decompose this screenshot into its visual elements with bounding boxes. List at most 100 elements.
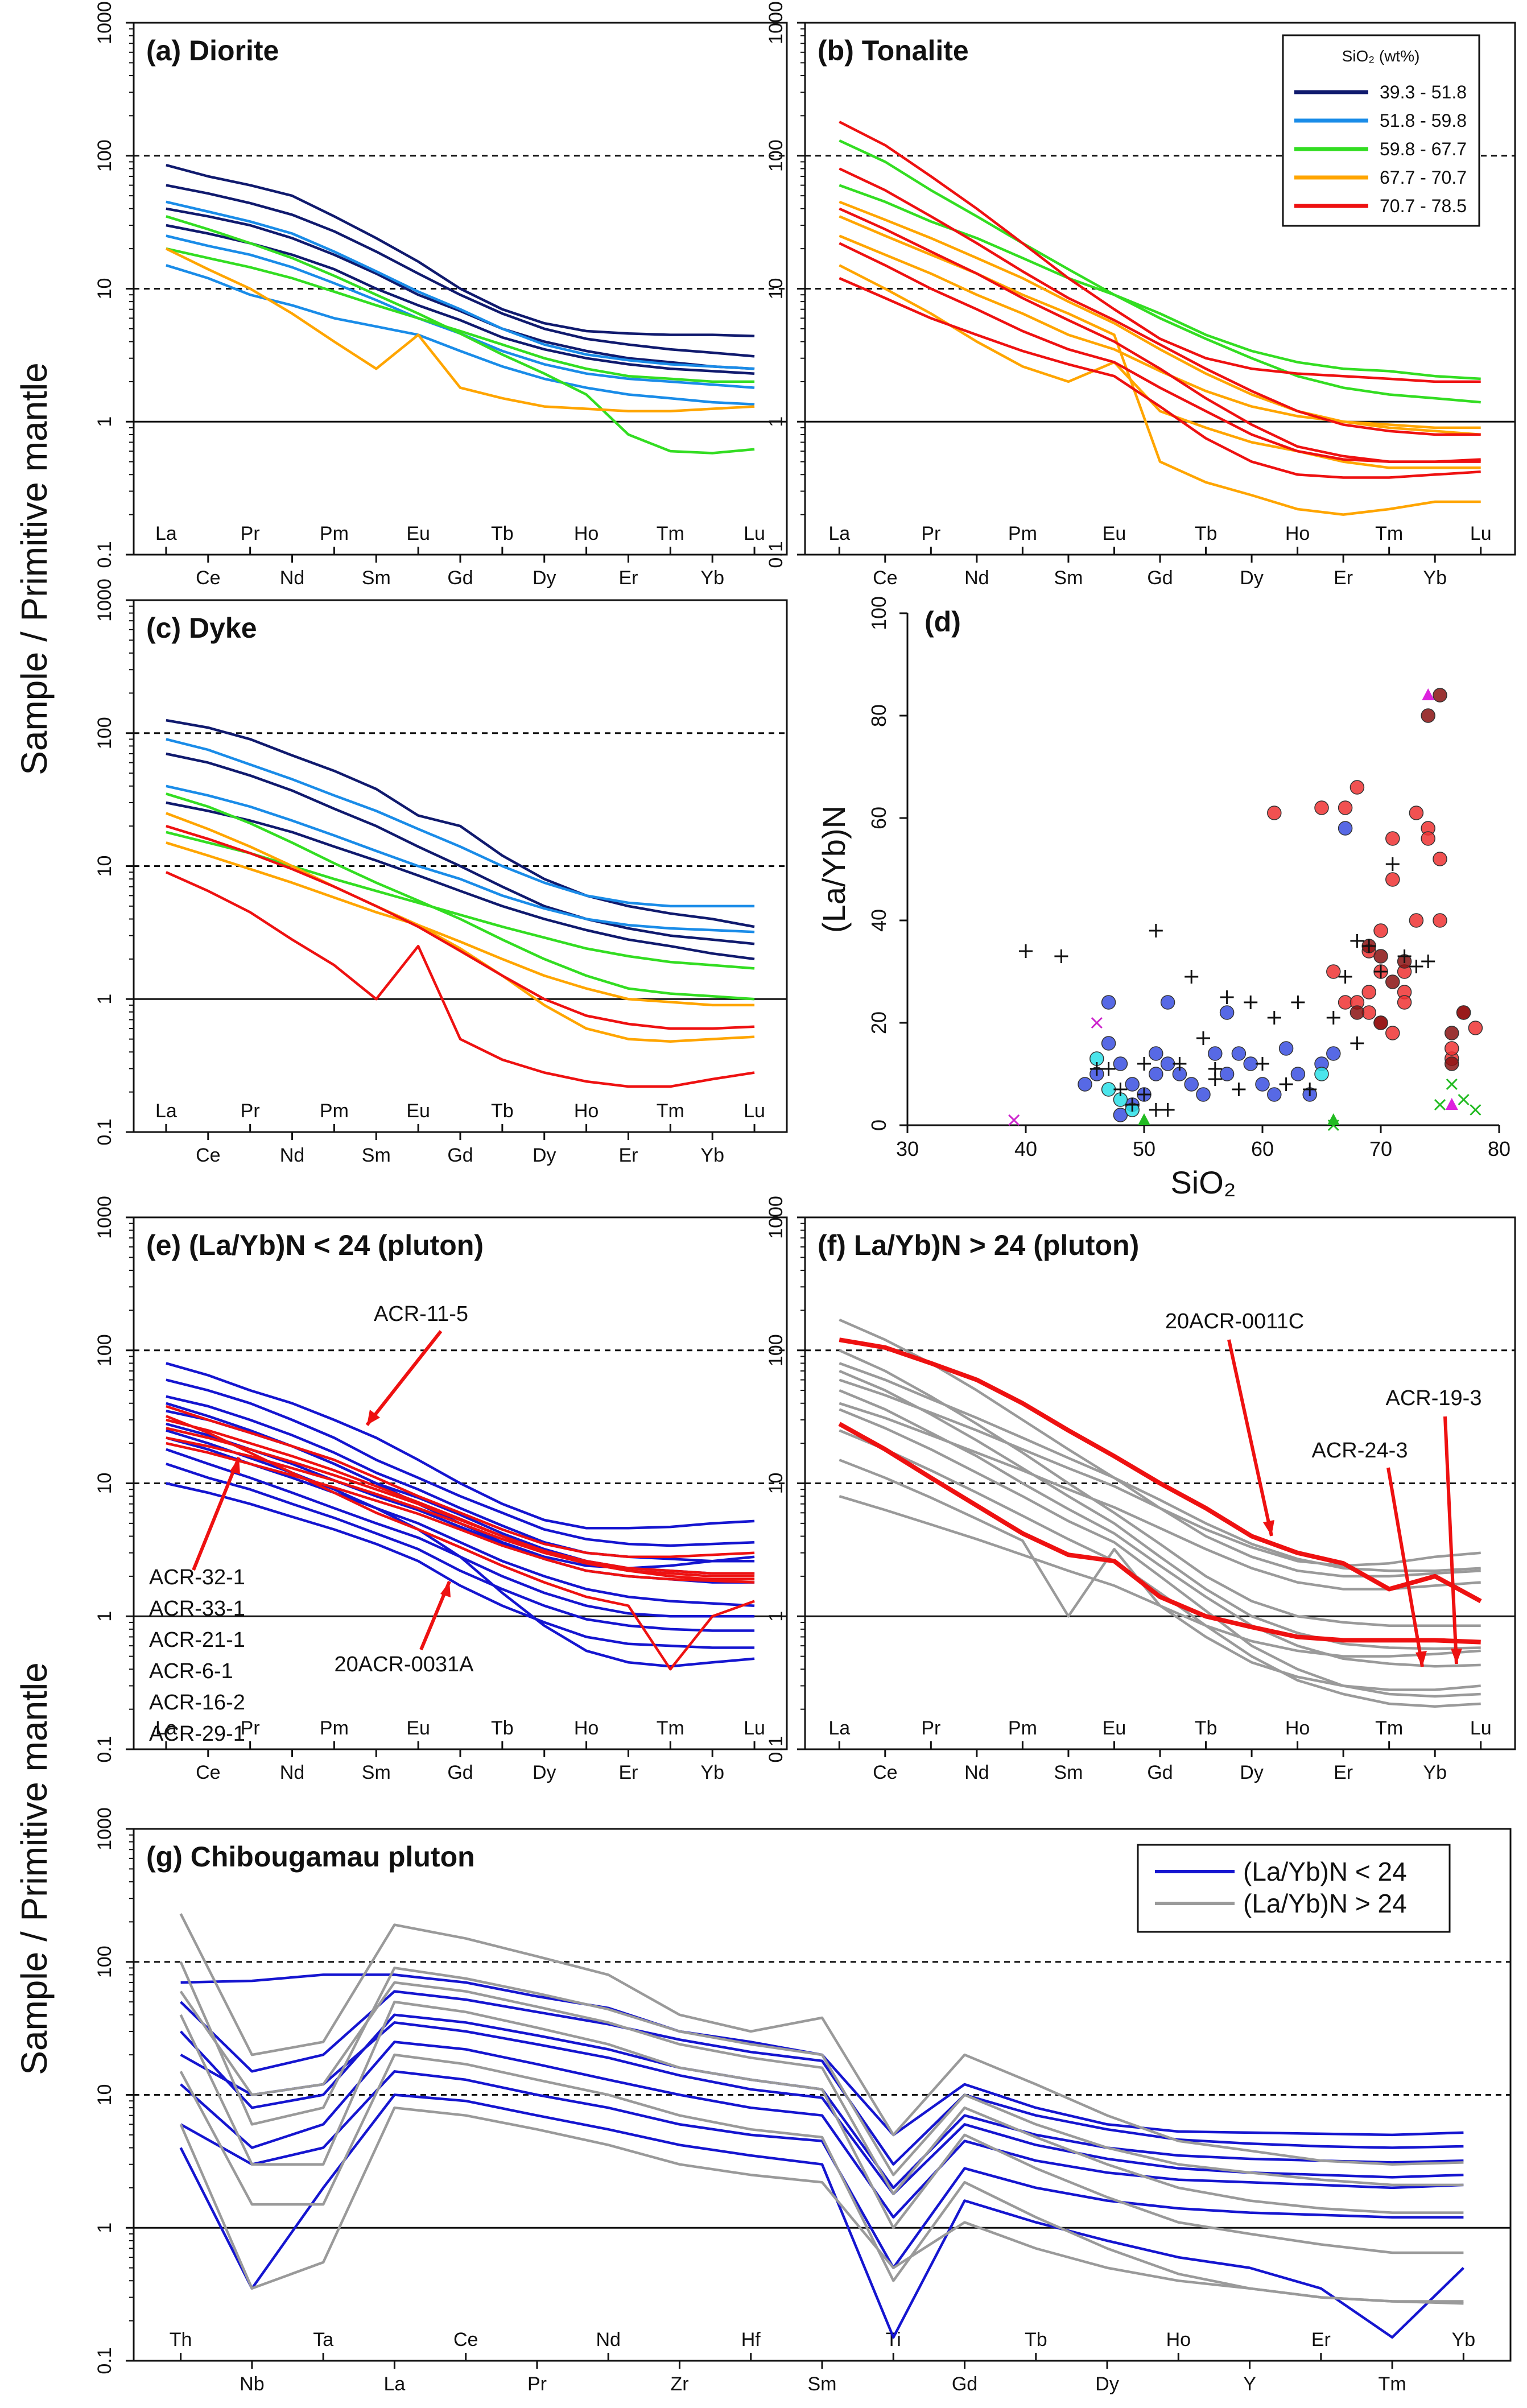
series-line-g — [179, 2093, 1464, 2339]
data-point — [1385, 831, 1400, 846]
x-axis-label-d: SiO₂ — [1170, 1164, 1236, 1200]
data-point — [1409, 960, 1423, 973]
data-point — [1125, 1077, 1140, 1092]
data-point — [1232, 1083, 1246, 1096]
series-group-g — [179, 1913, 1464, 2339]
x-tick-label-g: Th — [170, 2329, 192, 2351]
x-tick-label-b: Er — [1334, 567, 1353, 589]
x-tick-label-g: Ce — [453, 2329, 478, 2351]
data-point — [1373, 1015, 1388, 1030]
y-tick-label-e: 10 — [94, 1473, 115, 1494]
x-tick-label-g: Ta — [313, 2329, 333, 2351]
annotation-arrowhead — [1263, 1520, 1274, 1536]
data-point — [1054, 949, 1068, 963]
x-tick-label-f: Er — [1334, 1762, 1353, 1783]
x-tick-label-f: Lu — [1470, 1717, 1492, 1739]
series-line-c — [166, 752, 755, 945]
legend-label: 51.8 - 59.8 — [1380, 110, 1467, 131]
data-point — [1149, 1046, 1163, 1061]
y-tick-label-f: 0.1 — [765, 1736, 787, 1762]
series-line-g — [180, 2041, 1464, 2219]
panel-f-pluton-high: 0.1 1 10 100 1000 La Ce Pr Nd Pm Sm Eu Gd Tb Dy Ho Er Tm Y… — [765, 1196, 1516, 1783]
data-point — [1326, 964, 1341, 979]
series-line-b — [839, 234, 1481, 429]
data-point — [1327, 1113, 1340, 1125]
data-point — [1470, 1104, 1481, 1116]
data-point — [1350, 934, 1364, 948]
x-tick-label-f: Dy — [1240, 1762, 1264, 1783]
data-point — [1446, 1078, 1458, 1091]
series-line-b — [839, 184, 1481, 381]
data-point — [1219, 1067, 1235, 1081]
x-tick-label-e: Gd — [447, 1762, 473, 1783]
panel-c-dyke: 0.1 1 10 100 1000 La Ce Pr Nd Pm Sm Eu Gd Tb Dy Ho Er Tm Y… — [94, 579, 788, 1166]
series-line-g — [179, 1961, 1464, 2187]
data-point — [1291, 996, 1305, 1009]
y-tick-label-d: 20 — [867, 1011, 890, 1034]
data-point — [1185, 970, 1199, 984]
data-point — [1362, 939, 1376, 953]
legend-sio2-title: SiO₂ (wt%) — [1342, 47, 1420, 65]
legend-label: 39.3 - 51.8 — [1380, 82, 1467, 102]
data-point — [1078, 1077, 1092, 1092]
x-tick-label-d: 80 — [1488, 1137, 1511, 1160]
x-tick-label-c: Sm — [362, 1145, 391, 1166]
data-point — [1434, 1098, 1446, 1111]
annotation-sample-label: ACR-33-1 — [149, 1597, 245, 1621]
annotation-sample-label: ACR-16-2 — [149, 1691, 245, 1715]
data-point — [1468, 1021, 1483, 1035]
series-line-f — [839, 1337, 1482, 1604]
y-tick-label-e: 1000 — [94, 1196, 115, 1239]
x-tick-label-e: Sm — [362, 1762, 391, 1783]
x-tick-label-c: Pm — [320, 1100, 349, 1122]
x-tick-label-c: Tb — [491, 1100, 514, 1122]
data-point — [1101, 1082, 1116, 1097]
x-tick-label-c: Lu — [744, 1100, 765, 1122]
x-tick-label-g: Hf — [741, 2329, 761, 2351]
x-tick-label-e: Tb — [491, 1717, 514, 1739]
x-tick-label-b: Pm — [1008, 523, 1037, 544]
x-tick-label-d: 40 — [1014, 1137, 1037, 1160]
series-line-b — [839, 167, 1481, 436]
x-tick-label-c: Dy — [533, 1145, 556, 1166]
y-tick-label-e: 1 — [94, 1611, 115, 1622]
x-tick-label-b: Ce — [873, 567, 897, 589]
x-tick-label-e: Yb — [700, 1762, 724, 1783]
data-point — [1113, 1083, 1128, 1096]
y-axis-label-top: Sample / Primitive mantle — [14, 362, 55, 775]
x-tick-label-g: Tm — [1379, 2373, 1406, 2395]
annotation-arrowhead — [367, 1410, 380, 1425]
legend-g: (La/Yb)N < 24 (La/Yb)N > 24 — [1137, 1844, 1451, 1933]
data-point — [1338, 800, 1353, 815]
x-tick-label-a: La — [155, 523, 177, 544]
y-tick-label-d: 80 — [867, 704, 890, 727]
series-line-e — [166, 1427, 755, 1581]
legend-label: 70.7 - 78.5 — [1380, 196, 1467, 216]
x-tick-label-a: Sm — [362, 567, 391, 589]
y-tick-label-c: 10 — [94, 856, 115, 877]
panel-d-scatter: 0 20 40 60 80 100 30 40 50 60 70 80 SiO₂ (La/Yb)N (d) — [816, 596, 1511, 1200]
x-tick-label-g: Zr — [670, 2373, 688, 2395]
data-point — [1361, 985, 1376, 999]
y-tick-label-d: 40 — [867, 909, 890, 932]
annotation-acr-19-3: ACR-19-3 — [1386, 1386, 1482, 1410]
x-tick-label-d: 60 — [1251, 1137, 1274, 1160]
panel-title-f: (f) La/Yb)N > 24 (pluton) — [818, 1229, 1139, 1261]
x-tick-label-f: Nd — [964, 1762, 989, 1783]
panel-title-b: (b) Tonalite — [818, 35, 969, 67]
legend-label: (La/Yb)N > 24 — [1243, 1889, 1407, 1918]
data-point — [1397, 995, 1412, 1010]
data-point — [1137, 1057, 1151, 1071]
series-line-e — [166, 1442, 755, 1584]
data-point — [1409, 806, 1424, 820]
series-line-b — [839, 215, 1481, 516]
x-tick-label-e: Nd — [280, 1762, 304, 1783]
data-point — [1173, 1057, 1187, 1071]
series-line-b — [839, 276, 1481, 479]
y-axis-label-bottom: Sample / Primitive mantle — [14, 1662, 55, 2075]
y-tick-label-d: 0 — [867, 1120, 890, 1131]
series-line-e — [166, 1463, 755, 1632]
data-point — [1089, 1062, 1104, 1076]
x-tick-label-c: Eu — [406, 1100, 430, 1122]
data-point — [1458, 1093, 1470, 1106]
